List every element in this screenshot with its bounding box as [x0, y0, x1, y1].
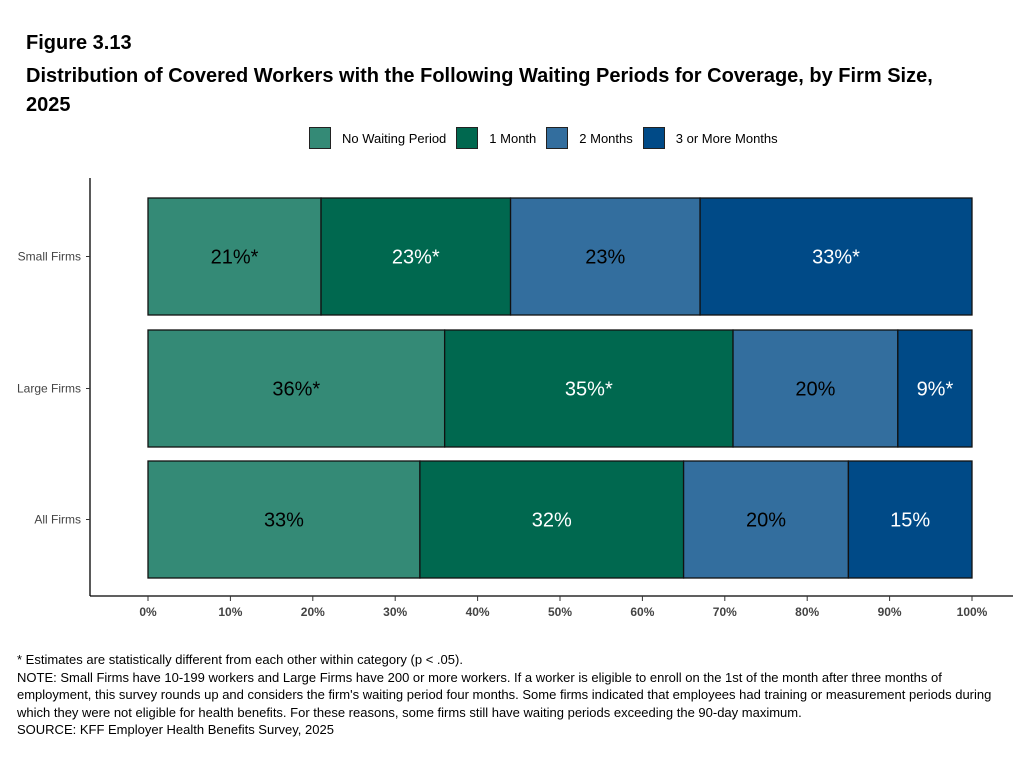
legend-swatch [642, 127, 665, 149]
legend-item: No Waiting Period [309, 127, 446, 149]
note-definitions: NOTE: Small Firms have 10-199 workers an… [17, 669, 992, 720]
data-label: 36%* [272, 379, 320, 401]
legend-item: 3 or More Months [642, 127, 778, 149]
data-label: 9%* [917, 379, 954, 401]
x-tick-label: 30% [383, 605, 407, 619]
bar-segment [847, 460, 973, 579]
legend-item: 2 Months [546, 127, 633, 149]
bar-segment [443, 329, 734, 448]
x-tick-label: 90% [878, 605, 902, 619]
y-tick-label: Large Firms [17, 382, 81, 396]
data-label: 35%* [565, 379, 613, 401]
figure-label: Figure 3.13 [26, 32, 132, 54]
data-label: 23% [585, 247, 625, 269]
data-label: 32% [532, 510, 572, 532]
bar-segment [699, 197, 973, 316]
notes: * Estimates are statistically different … [17, 651, 1007, 739]
data-label: 33%* [812, 247, 860, 269]
bar-segment [682, 460, 850, 579]
note-significance: * Estimates are statistically different … [17, 652, 463, 667]
bar-segment [147, 197, 322, 316]
data-label: 20% [746, 510, 786, 532]
data-label: 21%* [211, 247, 259, 269]
legend-label: 1 Month [489, 130, 537, 146]
x-tick-label: 70% [713, 605, 737, 619]
chart: Small Firms 21%* 23%* 23% 33%* Large Firms 36%… [17, 178, 1013, 619]
legend-swatch [546, 127, 569, 149]
x-tick-label: 80% [795, 605, 819, 619]
bar-segment [147, 329, 446, 448]
legend-label: 2 Months [579, 130, 633, 146]
x-tick-label: 0% [139, 605, 157, 619]
legend-label: 3 or More Months [675, 130, 778, 146]
data-label: 33% [264, 510, 304, 532]
chart-title: Distribution of Covered Workers with the… [26, 65, 933, 116]
y-tick-label: Small Firms [18, 250, 81, 264]
bar-segment [897, 329, 973, 448]
bar-segment [419, 460, 685, 579]
legend-swatch [309, 127, 331, 149]
legend-item: 1 Month [456, 127, 536, 149]
x-tick-label: 100% [957, 605, 988, 619]
bar-segment [147, 460, 421, 579]
x-tick-label: 60% [630, 605, 654, 619]
x-tick-label: 40% [466, 605, 490, 619]
data-label: 15% [890, 510, 930, 532]
legend: No Waiting Period 1 Month 2 Months 3 or Mor… [309, 127, 788, 149]
data-label: 23%* [392, 247, 440, 269]
legend-label: No Waiting Period [342, 130, 447, 146]
bar-segment [732, 329, 899, 448]
note-source: SOURCE: KFF Employer Health Benefits Sur… [17, 722, 334, 737]
x-tick-label: 10% [218, 605, 242, 619]
data-label: 20% [795, 379, 835, 401]
bar-segment [320, 197, 512, 316]
y-tick-label: All Firms [34, 513, 81, 527]
x-tick-label: 20% [301, 605, 325, 619]
x-tick-label: 50% [548, 605, 572, 619]
legend-swatch [456, 127, 479, 149]
